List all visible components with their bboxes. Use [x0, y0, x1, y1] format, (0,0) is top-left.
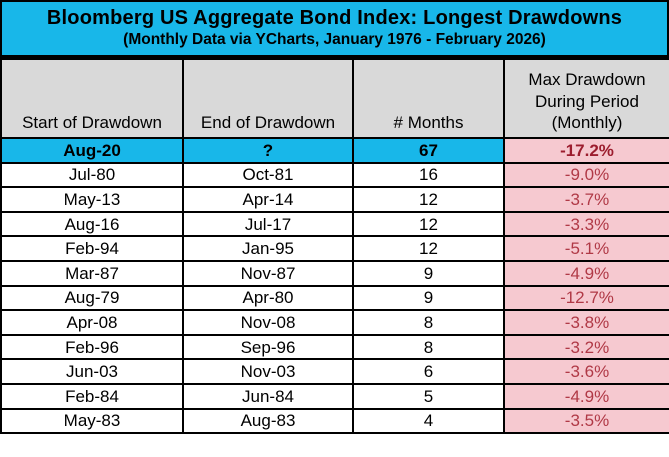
max-drawdown-cell: -4.9% [503, 259, 669, 287]
header-row: Start of Drawdown End of Drawdown # Mont… [0, 58, 669, 139]
table-row: Feb-96 Sep-96 8 -3.2% [0, 333, 669, 361]
months-cell: 6 [352, 358, 505, 385]
max-drawdown-cell: -3.6% [503, 358, 669, 385]
end-cell: Apr-14 [182, 186, 354, 213]
max-drawdown-cell: -4.9% [503, 382, 669, 410]
months-cell: 5 [352, 382, 505, 410]
months-cell: 9 [352, 284, 505, 312]
table-row: Apr-08 Nov-08 8 -3.8% [0, 309, 669, 336]
start-cell: May-83 [0, 407, 184, 435]
max-drawdown-cell: -12.7% [503, 284, 669, 312]
start-cell: Feb-84 [0, 382, 184, 410]
max-drawdown-cell: -3.2% [503, 333, 669, 361]
drawdowns-table: Start of Drawdown End of Drawdown # Mont… [0, 58, 669, 435]
start-cell: Feb-96 [0, 333, 184, 361]
start-cell: Aug-79 [0, 284, 184, 312]
months-cell: 12 [352, 186, 505, 213]
end-cell: Nov-08 [182, 309, 354, 336]
col-header-max-drawdown: Max Drawdown During Period (Monthly) [503, 58, 669, 139]
months-cell: 8 [352, 333, 505, 361]
months-cell: 9 [352, 259, 505, 287]
end-cell: Jul-17 [182, 210, 354, 238]
table-row: Jun-03 Nov-03 6 -3.6% [0, 358, 669, 385]
col-header-end-of-drawdown: End of Drawdown [182, 58, 354, 139]
chart-subtitle: (Monthly Data via YCharts, January 1976 … [123, 31, 546, 49]
end-cell: ? [182, 137, 354, 164]
max-drawdown-header-line-2: During Period [535, 91, 639, 111]
end-cell: Jan-95 [182, 235, 354, 262]
table-row: Aug-79 Apr-80 9 -12.7% [0, 284, 669, 312]
months-cell: 4 [352, 407, 505, 435]
max-drawdown-cell: -3.5% [503, 407, 669, 435]
table-row: Aug-16 Jul-17 12 -3.3% [0, 210, 669, 238]
end-cell: Oct-81 [182, 161, 354, 189]
table-row: Jul-80 Oct-81 16 -9.0% [0, 161, 669, 189]
max-drawdown-cell: -3.8% [503, 309, 669, 336]
start-cell: May-13 [0, 186, 184, 213]
end-cell: Nov-03 [182, 358, 354, 385]
max-drawdown-header-line-1: Max Drawdown [528, 70, 646, 90]
end-cell: Jun-84 [182, 382, 354, 410]
max-drawdown-cell: -5.1% [503, 235, 669, 262]
start-cell: Jul-80 [0, 161, 184, 189]
months-cell: 8 [352, 309, 505, 336]
max-drawdown-cell: -9.0% [503, 161, 669, 189]
end-cell: Apr-80 [182, 284, 354, 312]
start-cell: Apr-08 [0, 309, 184, 336]
max-drawdown-header-line-3: (Monthly) [551, 112, 623, 132]
start-cell: Aug-16 [0, 210, 184, 238]
months-cell: 12 [352, 235, 505, 262]
table-row: Feb-84 Jun-84 5 -4.9% [0, 382, 669, 410]
start-cell: Mar-87 [0, 259, 184, 287]
table-row: May-83 Aug-83 4 -3.5% [0, 407, 669, 435]
months-cell: 12 [352, 210, 505, 238]
start-cell: Jun-03 [0, 358, 184, 385]
col-header-num-months: # Months [352, 58, 505, 139]
max-drawdown-cell: -3.7% [503, 186, 669, 213]
max-drawdown-cell: -3.3% [503, 210, 669, 238]
start-cell: Aug-20 [0, 137, 184, 164]
table-row: Feb-94 Jan-95 12 -5.1% [0, 235, 669, 262]
end-cell: Nov-87 [182, 259, 354, 287]
table-row-current-drawdown: Aug-20 ? 67 -17.2% [0, 137, 669, 164]
months-cell: 16 [352, 161, 505, 189]
end-cell: Sep-96 [182, 333, 354, 361]
col-header-start-of-drawdown: Start of Drawdown [0, 58, 184, 139]
table-row: May-13 Apr-14 12 -3.7% [0, 186, 669, 213]
table-row: Mar-87 Nov-87 9 -4.9% [0, 259, 669, 287]
chart-title: Bloomberg US Aggregate Bond Index: Longe… [46, 7, 623, 30]
start-cell: Feb-94 [0, 235, 184, 262]
months-cell: 67 [352, 137, 505, 164]
end-cell: Aug-83 [182, 407, 354, 435]
title-banner: Bloomberg US Aggregate Bond Index: Longe… [0, 0, 669, 58]
max-drawdown-cell: -17.2% [503, 137, 669, 164]
